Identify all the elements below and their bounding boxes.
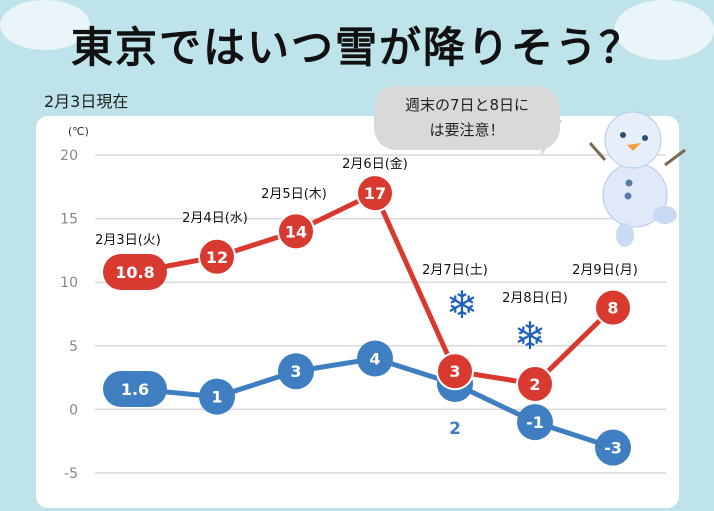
min-temp-label: 4 [369, 350, 380, 369]
min-temp-point [595, 429, 631, 466]
max-temp-point [356, 174, 394, 213]
min-temp-point [357, 340, 393, 377]
min-temp-label: -1 [526, 413, 544, 432]
max-temp-label: 2 [529, 375, 540, 394]
y-tick-label: 10 [60, 275, 78, 291]
date-label: 2月6日(金) [342, 156, 408, 172]
max-temp-label: 10.8 [115, 263, 154, 282]
min-temp-label: 1.6 [121, 380, 149, 399]
cloud-decoration [0, 0, 90, 50]
y-tick-label: 15 [60, 212, 78, 228]
max-temp-point [516, 364, 554, 403]
callout-line-1: 週末の7日と8日に [404, 96, 530, 114]
min-temp-point [199, 378, 235, 415]
y-axis-unit: (℃) [68, 125, 89, 138]
min-temp-label: 3 [290, 362, 301, 381]
max-temp-label: 14 [285, 222, 307, 241]
snowman-illustration [588, 111, 686, 247]
date-label: 2月4日(水) [182, 211, 248, 226]
min-temp-label: 2 [449, 419, 461, 439]
page-title: 東京ではいつ雪が降りそう？ [70, 23, 643, 72]
date-label: 2月5日(木) [261, 187, 327, 202]
max-temp-label: 17 [364, 184, 386, 203]
max-temp-label: 8 [607, 299, 618, 318]
max-temp-point [277, 212, 315, 251]
max-temp-point [198, 237, 236, 276]
snowflake-icon: ❄ [446, 283, 478, 327]
y-tick-label: 0 [69, 402, 78, 418]
y-tick-label: 5 [69, 339, 78, 355]
min-temp-point [278, 353, 314, 390]
date-label: 2月9日(月) [572, 263, 638, 278]
max-temp-point [103, 254, 167, 291]
speech-bubble: 週末の7日と8日に は要注意！ [374, 86, 560, 150]
max-temp-point [436, 352, 474, 391]
y-tick-label: 20 [60, 148, 78, 164]
temperature-chart: (℃) 20 15 10 5 0 -5 1.6 1 3 4 2 -1 -3 10.8 12 14 17 3 2 8 2月3… [60, 125, 666, 482]
max-temp-point [594, 288, 632, 327]
min-temp-point [517, 404, 553, 441]
date-label: 2月7日(土) [422, 263, 488, 278]
date-label: 2月8日(日) [502, 291, 568, 306]
date-label: 2月3日(火) [95, 233, 161, 248]
min-temp-point [103, 371, 167, 408]
snowflake-icon: ❄ [514, 314, 546, 358]
min-temp-label: 1 [211, 388, 222, 407]
cloud-decoration [614, 0, 714, 60]
chart-card: (℃) 20 15 10 5 0 -5 1.6 1 3 4 2 -1 -3 10.8 12 14 17 3 2 8 2月3… [36, 116, 679, 508]
callout-line-2: は要注意！ [429, 121, 505, 139]
max-temp-label: 3 [449, 362, 460, 381]
y-tick-label: -5 [64, 466, 78, 482]
min-temp-label: -3 [604, 439, 622, 458]
max-temp-label: 12 [206, 248, 228, 267]
as-of-date: 2月3日現在 [44, 92, 129, 111]
